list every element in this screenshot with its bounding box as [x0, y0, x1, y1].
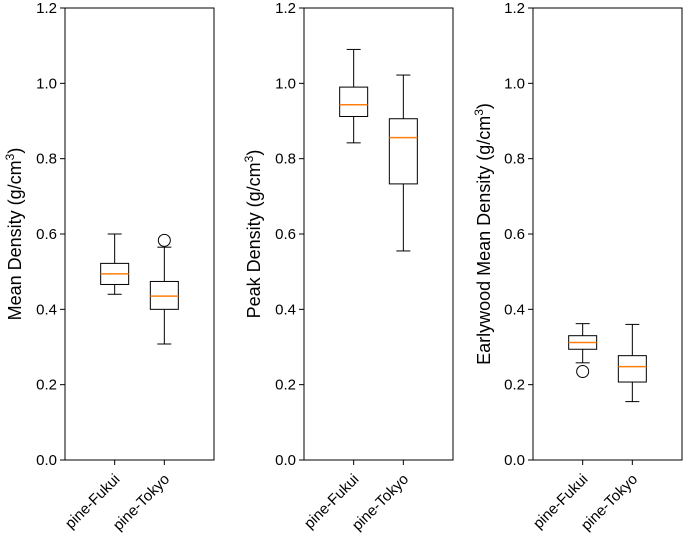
y-tick-label: 1.2 — [504, 0, 525, 17]
boxes — [568, 323, 647, 403]
y-tick-label: 0.8 — [275, 151, 296, 168]
y-tick-label: 0.2 — [504, 377, 525, 394]
y-tick-label: 0.4 — [275, 301, 296, 318]
peak-density-panel: 0.0 0.2 0.4 0.6 0.8 1.0 1.2 pine-Fukuipine-Tok… — [242, 0, 454, 534]
box-pine-fukui — [568, 323, 598, 378]
boxes — [339, 48, 418, 252]
y-axis-label: Peak Density (g/cm3) — [242, 150, 264, 319]
y-axis-ticks: 0.0 0.2 0.4 0.6 0.8 1.0 1.2 — [504, 0, 533, 469]
y-tick-label: 0.0 — [36, 452, 57, 469]
iqr-box — [617, 355, 647, 383]
box-pine-fukui — [339, 48, 369, 144]
y-tick-label: 0.4 — [504, 301, 525, 318]
y-tick-label: 0.8 — [36, 151, 57, 168]
plot-frame — [532, 7, 683, 461]
y-tick-label: 1.0 — [275, 75, 296, 92]
plot-frame — [64, 7, 215, 461]
y-tick-label: 1.2 — [36, 0, 57, 17]
box-pine-tokyo — [388, 74, 418, 252]
y-tick-label: 1.2 — [275, 0, 296, 17]
box-pine-fukui — [100, 233, 130, 295]
box-pine-tokyo — [617, 323, 647, 403]
y-axis-label: Mean Density (g/cm3) — [3, 148, 25, 321]
y-tick-label: 0.6 — [275, 226, 296, 243]
y-tick-label: 1.0 — [36, 75, 57, 92]
y-tick-label: 0.2 — [36, 377, 57, 394]
outlier-point — [157, 233, 171, 247]
earlywood-mean-density-panel: 0.0 0.2 0.4 0.6 0.8 1.0 1.2 pine-Fukuipine-Tok… — [472, 0, 683, 534]
y-tick-label: 0.0 — [504, 452, 525, 469]
outlier-point — [576, 364, 590, 378]
y-axis-label: Earlywood Mean Density (g/cm3) — [472, 103, 494, 365]
y-axis-ticks: 0.0 0.2 0.4 0.6 0.8 1.0 1.2 — [275, 0, 304, 469]
y-tick-label: 0.2 — [275, 377, 296, 394]
y-tick-label: 0.6 — [504, 226, 525, 243]
plot-frame — [303, 7, 454, 461]
y-tick-label: 1.0 — [504, 75, 525, 92]
y-tick-label: 0.6 — [36, 226, 57, 243]
y-axis-ticks: 0.0 0.2 0.4 0.6 0.8 1.0 1.2 — [36, 0, 65, 469]
y-tick-label: 0.8 — [504, 151, 525, 168]
y-tick-label: 0.4 — [36, 301, 57, 318]
iqr-box — [339, 86, 369, 117]
box-pine-tokyo — [149, 233, 179, 345]
iqr-box — [388, 118, 418, 185]
iqr-box — [149, 280, 179, 310]
y-tick-label: 0.0 — [275, 452, 296, 469]
mean-density-panel: 0.0 0.2 0.4 0.6 0.8 1.0 1.2 pine-Fukuipine-Tok… — [3, 0, 215, 534]
boxes — [100, 233, 179, 345]
